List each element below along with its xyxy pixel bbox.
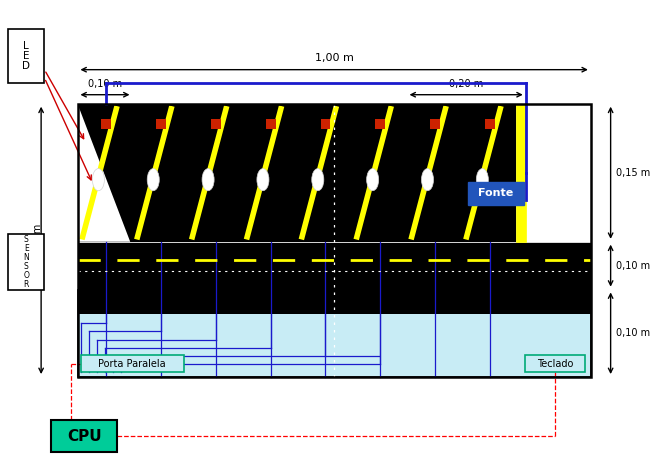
Bar [78,289,591,377]
Bar [51,420,117,452]
Text: S
E
N
S
O
R: S E N S O R [23,235,29,289]
Ellipse shape [312,169,324,191]
Polygon shape [78,104,130,242]
Text: 0,10 m: 0,10 m [88,79,122,89]
Bar [321,119,331,129]
Bar [211,119,221,129]
Text: L
E
D: L E D [22,41,30,71]
Text: Fonte: Fonte [478,188,513,198]
Ellipse shape [366,169,378,191]
Bar [485,119,495,129]
Bar [101,119,111,129]
Text: Porta Paralela: Porta Paralela [98,359,166,369]
Ellipse shape [92,169,104,191]
Bar [78,104,516,242]
Text: 0,15 m: 0,15 m [616,168,650,178]
Bar [375,119,385,129]
Ellipse shape [476,169,488,191]
Bar [78,289,591,314]
Bar [467,182,524,205]
Bar [266,119,275,129]
Bar [156,119,166,129]
Ellipse shape [147,169,160,191]
Text: 0,10 m: 0,10 m [616,261,650,271]
Bar [81,355,184,372]
Ellipse shape [202,169,214,191]
Bar [525,355,585,372]
Text: 0,50 m: 0,50 m [33,223,43,257]
Bar [78,104,591,377]
Text: 0,20 m: 0,20 m [449,79,483,89]
Bar [8,234,45,289]
Ellipse shape [422,169,434,191]
Ellipse shape [257,169,269,191]
Bar [78,242,591,289]
Bar [8,29,45,83]
Bar [430,119,440,129]
Bar [516,104,525,242]
Text: CPU: CPU [67,429,102,444]
Text: Teclado: Teclado [537,359,573,369]
Text: 0,10 m: 0,10 m [616,328,650,338]
Text: 1,00 m: 1,00 m [315,53,354,63]
